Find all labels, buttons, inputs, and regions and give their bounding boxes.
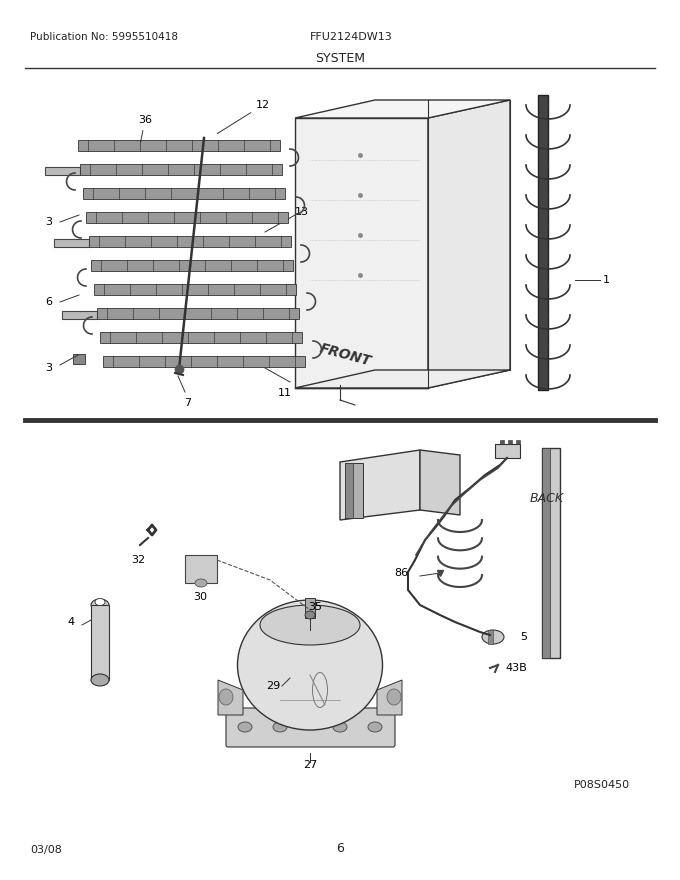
- Text: 36: 36: [138, 115, 152, 143]
- Polygon shape: [340, 450, 420, 520]
- Bar: [45, 167, 80, 175]
- Polygon shape: [420, 450, 460, 515]
- Text: SYSTEM: SYSTEM: [315, 52, 365, 65]
- Text: 7: 7: [184, 398, 192, 408]
- Ellipse shape: [333, 722, 347, 732]
- Bar: [508, 440, 512, 444]
- Polygon shape: [103, 356, 305, 367]
- Text: 5: 5: [520, 632, 527, 642]
- Bar: [73, 354, 85, 364]
- Text: P08S0450: P08S0450: [574, 780, 630, 790]
- Ellipse shape: [91, 599, 109, 611]
- Text: 03/08: 03/08: [30, 845, 62, 855]
- Polygon shape: [97, 308, 299, 319]
- Bar: [345, 463, 363, 518]
- Polygon shape: [377, 680, 402, 715]
- Ellipse shape: [238, 722, 252, 732]
- Text: 6: 6: [45, 297, 52, 307]
- Polygon shape: [428, 100, 510, 388]
- Text: 27: 27: [303, 760, 317, 770]
- Text: 6: 6: [336, 842, 344, 855]
- Polygon shape: [91, 260, 293, 271]
- Ellipse shape: [273, 722, 287, 732]
- Text: FFU2124DW13: FFU2124DW13: [310, 32, 393, 42]
- Text: 86: 86: [394, 568, 408, 578]
- Text: 12: 12: [218, 100, 270, 134]
- Text: 3: 3: [45, 217, 52, 227]
- Polygon shape: [218, 680, 243, 715]
- Bar: [516, 440, 520, 444]
- Bar: [345, 463, 353, 518]
- Text: 35: 35: [308, 602, 322, 612]
- Ellipse shape: [219, 689, 233, 705]
- Text: 32: 32: [131, 555, 145, 565]
- Bar: [91, 605, 109, 680]
- Text: FRONT: FRONT: [318, 341, 373, 369]
- Bar: [305, 598, 315, 618]
- Ellipse shape: [195, 579, 207, 587]
- Polygon shape: [295, 100, 510, 118]
- Text: Publication No: 5995510418: Publication No: 5995510418: [30, 32, 178, 42]
- Bar: [542, 448, 550, 658]
- Text: 11: 11: [278, 388, 292, 398]
- Polygon shape: [80, 164, 282, 175]
- Bar: [185, 555, 217, 583]
- Bar: [62, 311, 97, 319]
- Polygon shape: [495, 444, 520, 458]
- Ellipse shape: [237, 600, 382, 730]
- Bar: [488, 630, 493, 644]
- Bar: [542, 448, 560, 658]
- Polygon shape: [78, 140, 280, 151]
- Text: 29: 29: [266, 681, 280, 691]
- Bar: [538, 95, 548, 390]
- Polygon shape: [89, 236, 291, 247]
- Ellipse shape: [305, 611, 315, 619]
- Text: 4: 4: [68, 617, 75, 627]
- Polygon shape: [100, 332, 302, 343]
- Ellipse shape: [260, 605, 360, 645]
- Text: 1: 1: [603, 275, 610, 285]
- Text: 30: 30: [193, 592, 207, 602]
- Ellipse shape: [482, 630, 504, 644]
- Polygon shape: [83, 188, 285, 199]
- FancyBboxPatch shape: [226, 708, 395, 747]
- Polygon shape: [295, 370, 510, 388]
- Bar: [54, 239, 89, 247]
- Polygon shape: [86, 212, 288, 223]
- Text: 13: 13: [295, 207, 309, 217]
- Text: 43B: 43B: [505, 663, 527, 673]
- Ellipse shape: [95, 598, 105, 605]
- Bar: [295, 118, 428, 388]
- Ellipse shape: [387, 689, 401, 705]
- Text: 3: 3: [45, 363, 52, 373]
- Bar: [500, 440, 504, 444]
- Ellipse shape: [91, 674, 109, 686]
- Text: BACK: BACK: [530, 492, 564, 504]
- Polygon shape: [94, 284, 296, 295]
- Ellipse shape: [368, 722, 382, 732]
